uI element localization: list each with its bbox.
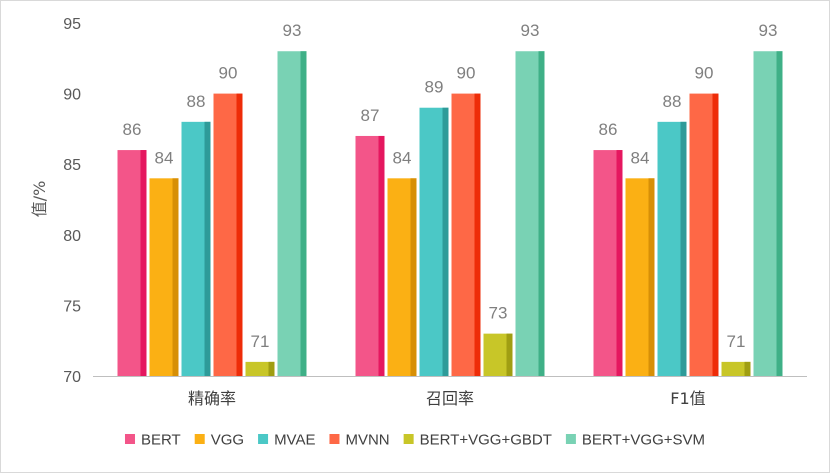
y-tick-label: 90: [63, 87, 81, 104]
bar: [593, 150, 623, 376]
bar-shade: [474, 93, 481, 376]
bar: [451, 93, 481, 376]
bar-shade: [776, 51, 783, 377]
legend: BERT VGG MVAE MVNN BERT+VGG+GBDT BERT+VGG+SVM: [124, 432, 705, 449]
legend-swatch: [124, 434, 135, 444]
legend-item: BERT: [124, 432, 181, 449]
data-label: 90: [457, 64, 476, 83]
bar-shade: [140, 150, 147, 376]
data-label: 87: [361, 106, 380, 125]
legend-swatch: [403, 434, 414, 444]
legend-label: MVNN: [345, 432, 389, 449]
data-label: 86: [123, 120, 142, 139]
bar-shade: [410, 178, 417, 376]
data-label: 88: [663, 92, 682, 111]
bar-shade: [172, 178, 179, 376]
legend-swatch: [329, 434, 340, 444]
data-label: 93: [521, 21, 540, 40]
legend-label: VGG: [211, 432, 244, 449]
bar: [213, 93, 243, 376]
bar-shade: [648, 178, 655, 376]
data-label: 84: [393, 148, 412, 167]
legend-label: BERT+VGG+SVM: [582, 432, 705, 449]
bar-face: [245, 361, 275, 376]
data-label: 86: [599, 120, 618, 139]
legend-item: BERT+VGG+SVM: [565, 432, 705, 449]
bar-shade: [712, 93, 719, 376]
data-label: 90: [219, 64, 238, 83]
legend-label: MVAE: [274, 432, 315, 449]
bar-shade: [616, 150, 623, 376]
bar-shade: [236, 93, 243, 376]
bar-shade: [506, 333, 513, 376]
bar: [245, 361, 275, 376]
legend-item: MVNN: [329, 432, 390, 449]
data-label: 93: [283, 21, 302, 40]
legend-label: BERT: [141, 432, 181, 449]
bar: [625, 178, 655, 376]
data-labels: 86 84 88 90 71 93 87 84 89 90 73 93 86 84 88 90 71 93: [123, 21, 778, 351]
bar-shade: [744, 361, 751, 376]
legend-item: BERT+VGG+GBDT: [403, 432, 552, 449]
data-label: 71: [251, 332, 270, 351]
data-label: 84: [155, 148, 174, 167]
data-label: 88: [187, 92, 206, 111]
y-tick-label: 80: [63, 228, 81, 245]
data-label: 71: [727, 332, 746, 351]
data-label: 89: [425, 78, 444, 97]
bar: [277, 51, 307, 377]
x-category-label: F1值: [670, 389, 705, 408]
y-tick-label: 70: [63, 369, 81, 386]
bar-shade: [538, 51, 545, 377]
bar-series: [117, 51, 783, 377]
bar: [721, 361, 751, 376]
bar: [181, 121, 211, 376]
bar-shade: [204, 121, 211, 376]
bar: [355, 135, 385, 376]
bar: [149, 178, 179, 376]
bar: [689, 93, 719, 376]
data-label: 93: [759, 21, 778, 40]
y-axis-title: 值/%: [30, 181, 49, 218]
y-tick-label: 95: [63, 16, 81, 33]
bar: [515, 51, 545, 377]
bar: [483, 333, 513, 376]
x-category-label: 召回率: [426, 389, 474, 408]
bar: [753, 51, 783, 377]
bar: [117, 150, 147, 376]
y-tick-label: 85: [63, 157, 81, 174]
data-label: 90: [695, 64, 714, 83]
bar-shade: [442, 107, 449, 376]
legend-swatch: [194, 434, 205, 444]
data-label: 84: [631, 148, 650, 167]
bar-shade: [378, 135, 385, 376]
x-axis-categories: 精确率 召回率 F1值: [188, 389, 706, 408]
legend-item: VGG: [194, 432, 244, 449]
bar: [419, 107, 449, 376]
legend-item: MVAE: [258, 432, 315, 449]
bar: [657, 121, 687, 376]
y-tick-label: 75: [63, 298, 81, 315]
legend-swatch: [565, 434, 576, 444]
x-category-label: 精确率: [188, 389, 236, 408]
legend-label: BERT+VGG+GBDT: [420, 432, 552, 449]
bar-shade: [300, 51, 307, 377]
legend-swatch: [258, 434, 269, 444]
bar-shade: [268, 361, 275, 376]
bar-shade: [680, 121, 687, 376]
bar-face: [721, 361, 751, 376]
bar: [387, 178, 417, 376]
data-label: 73: [489, 304, 508, 323]
y-axis-ticks: 70 75 80 85 90 95: [63, 16, 81, 386]
